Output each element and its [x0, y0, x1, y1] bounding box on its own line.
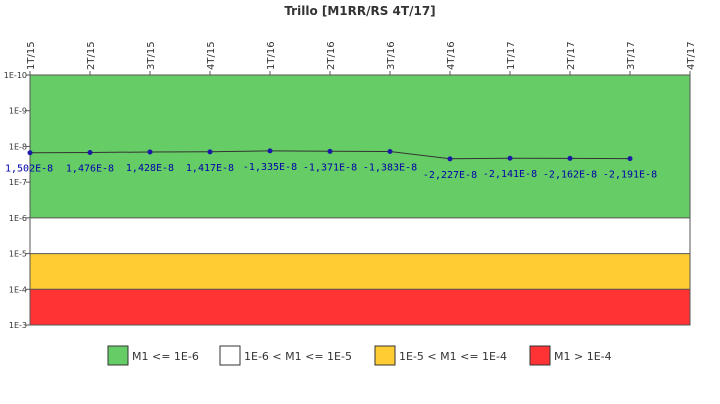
legend-swatch [529, 345, 551, 366]
data-label: 1,428E-8 [126, 163, 174, 174]
x-tick-label: 4T/17 [686, 41, 697, 70]
chart-title: Trillo [M1RR/RS 4T/17] [284, 4, 435, 18]
x-tick-label: 1T/16 [266, 41, 277, 70]
data-point [387, 148, 393, 154]
y-tick-label: 1E-10 [4, 71, 27, 80]
legend-label: M1 <= 1E-6 [132, 350, 199, 363]
data-label: -2,227E-8 [423, 170, 477, 181]
series: 1,502E-8 1,476E-8 1,428E-8 1,417E-8 -1,335E-… [5, 148, 657, 181]
x-tick-label: 4T/15 [206, 41, 217, 70]
x-tick-label: 2T/15 [86, 41, 97, 70]
data-label: 1,476E-8 [66, 163, 114, 174]
y-tick-label: 1E-7 [9, 178, 27, 187]
data-point [207, 149, 213, 155]
x-tick-label: 3T/15 [146, 41, 157, 70]
risk-band-2 [30, 217, 690, 254]
legend-swatch [374, 345, 396, 366]
data-point [507, 155, 513, 161]
y-tick-label: 1E-5 [9, 250, 27, 259]
y-tick-label: 1E-9 [9, 107, 27, 116]
legend-swatch [219, 345, 241, 366]
plot-frame [29, 74, 691, 326]
x-tick-label: 3T/17 [626, 41, 637, 70]
legend-swatch [107, 345, 129, 366]
x-tick-label: 2T/16 [326, 41, 337, 70]
data-point [27, 150, 33, 156]
risk-band-3 [30, 253, 690, 290]
data-point [87, 149, 93, 155]
legend-label: 1E-5 < M1 <= 1E-4 [399, 350, 507, 363]
x-tick-label: 1T/17 [506, 41, 517, 70]
legend: M1 <= 1E-6 1E-6 < M1 <= 1E-5 1E-5 < M1 <= … [107, 345, 612, 366]
x-tick-label: 3T/16 [386, 41, 397, 70]
legend-label: M1 > 1E-4 [554, 350, 612, 363]
y-tick-label: 1E-6 [9, 214, 27, 223]
data-label: 1,417E-8 [186, 163, 234, 174]
risk-bands [30, 75, 690, 325]
data-point [567, 155, 573, 161]
plot-border [29, 74, 691, 326]
data-point [627, 156, 633, 162]
y-tick-label: 1E-3 [9, 321, 27, 330]
data-label: -1,383E-8 [363, 162, 417, 173]
data-label: 1,502E-8 [5, 164, 53, 175]
data-label: -2,191E-8 [603, 170, 657, 181]
risk-band-4 [30, 289, 690, 325]
data-point [147, 149, 153, 155]
data-point [327, 148, 333, 154]
data-label: -1,335E-8 [243, 162, 297, 173]
data-label: -1,371E-8 [303, 162, 357, 173]
data-label: -2,162E-8 [543, 169, 597, 180]
risk-band-1 [30, 75, 690, 218]
x-axis: 1T/15 2T/15 3T/15 4T/15 1T/16 2T/16 3T/16 4T/16… [26, 41, 697, 75]
x-tick-label: 1T/15 [26, 41, 37, 70]
y-tick-label: 1E-4 [9, 285, 27, 294]
x-tick-label: 4T/16 [446, 41, 457, 70]
y-axis: 1E-10 1E-9 1E-8 1E-7 1E-6 1E-5 1E-4 1E-3 [4, 71, 30, 330]
data-point [447, 156, 453, 162]
data-label: -2,141E-8 [483, 169, 537, 180]
data-point [267, 148, 273, 154]
x-tick-label: 2T/17 [566, 41, 577, 70]
legend-label: 1E-6 < M1 <= 1E-5 [244, 350, 352, 363]
y-tick-label: 1E-8 [9, 142, 27, 151]
